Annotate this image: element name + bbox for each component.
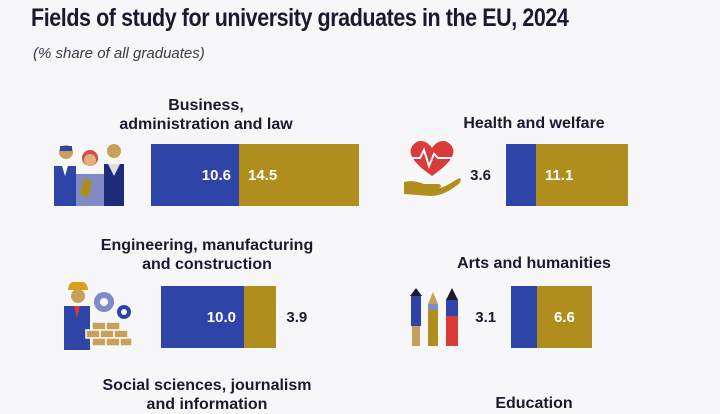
bar-arts-blue	[511, 286, 537, 348]
label-education-line1: Education	[495, 395, 573, 412]
label-arts: Arts and humanities	[457, 254, 611, 273]
label-business: Business, administration and law	[119, 96, 292, 134]
label-business-line1: Business,	[168, 97, 244, 114]
value-label-health-gold: 11.1	[545, 166, 574, 184]
label-business-line2: administration and law	[119, 116, 293, 133]
heart-hand-icon	[404, 141, 461, 196]
bar-health-blue	[506, 144, 536, 206]
label-engineering-line2: and construction	[142, 256, 272, 273]
label-social-line1: Social sciences, journalism	[102, 377, 312, 394]
label-health-line1: Health and welfare	[463, 115, 605, 132]
value-label-health-blue: 3.6	[470, 166, 491, 184]
pens-brushes-icon	[410, 288, 458, 346]
label-education: Education	[495, 394, 572, 413]
label-arts-line1: Arts and humanities	[457, 255, 611, 272]
label-engineering: Engineering, manufacturing and construct…	[101, 236, 313, 274]
engineer-gears-icon	[64, 282, 133, 350]
label-health: Health and welfare	[463, 114, 604, 133]
bar-business-gold: 14.5	[239, 144, 360, 206]
chart-title: Fields of study for university graduates…	[31, 4, 569, 32]
value-label-engineering-gold: 3.9	[286, 308, 308, 326]
bar-health-gold: 11.1	[536, 144, 629, 206]
value-label-business-gold: 14.5	[248, 166, 278, 184]
value-label-business-blue: 10.6	[201, 166, 231, 184]
value-label-arts-blue: 3.1	[475, 308, 497, 326]
bar-engineering-gold	[244, 286, 277, 348]
label-engineering-line1: Engineering, manufacturing	[100, 237, 314, 254]
label-social: Social sciences, journalism and informat…	[103, 376, 312, 414]
value-label-engineering-blue: 10.0	[206, 308, 236, 326]
chart-subtitle: (% share of all graduates)	[33, 45, 205, 62]
value-label-arts-gold: 6.6	[553, 308, 575, 326]
business-people-icon	[54, 144, 124, 206]
bar-engineering-blue: 10.0	[161, 286, 244, 348]
bar-arts-gold: 6.6	[537, 286, 592, 348]
bar-business-blue: 10.6	[151, 144, 239, 206]
